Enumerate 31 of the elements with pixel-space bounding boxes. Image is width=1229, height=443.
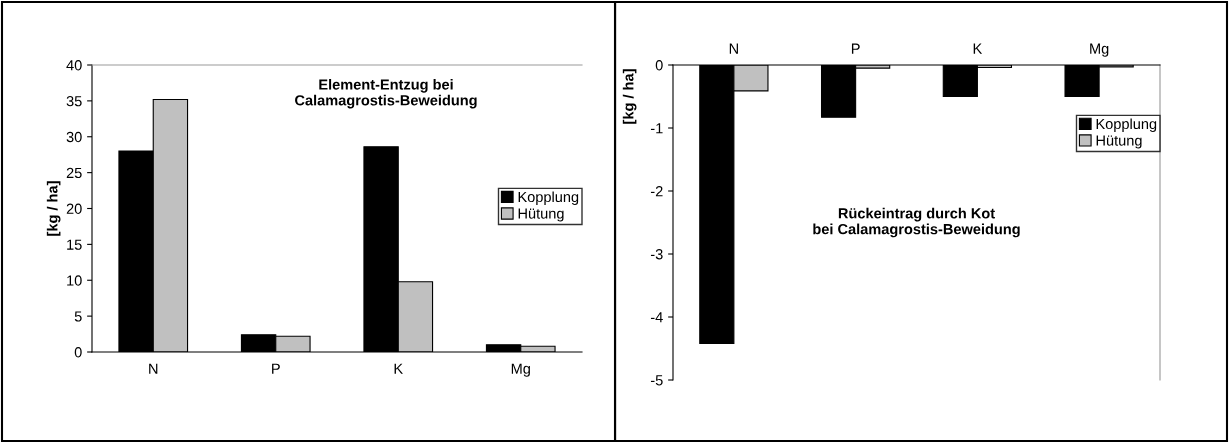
x-tick-label: Mg xyxy=(511,363,530,377)
x-tick-label: P xyxy=(272,363,280,374)
y-tick-label: 40 xyxy=(66,60,82,71)
x-tick-label: K xyxy=(973,43,983,54)
y-tick-label: -1 xyxy=(650,123,663,134)
y-tick-label: 0 xyxy=(655,60,663,71)
y-tick-label: 10 xyxy=(67,275,82,286)
y-axis-title: [kg / ha] xyxy=(46,181,61,236)
y-tick-label: 35 xyxy=(66,95,82,107)
y-tick-label: 5 xyxy=(74,311,82,322)
legend-label: Kopplung xyxy=(1096,118,1157,132)
y-tick-label: 15 xyxy=(67,239,82,250)
legend-label: Hütung xyxy=(1096,135,1142,149)
legend-label: Hütung xyxy=(518,208,564,222)
x-tick-label: N xyxy=(729,43,738,54)
text: Element-Entzug bei Calamagrostis-Beweidung xyxy=(295,78,477,109)
x-tick-label: P xyxy=(851,43,860,54)
legend-label: Kopplung xyxy=(518,191,579,205)
y-tick-label: -4 xyxy=(650,312,663,323)
y-tick-label: 30 xyxy=(66,131,82,143)
y-tick-label: 0 xyxy=(74,347,82,358)
y-tick-label: 25 xyxy=(66,167,82,179)
y-tick-label: -2 xyxy=(650,186,663,197)
y-tick-label: -5 xyxy=(650,375,663,386)
x-tick-label: N xyxy=(149,363,158,374)
y-tick-label: -3 xyxy=(650,249,663,260)
y-axis-title: [kg / ha] xyxy=(622,69,637,124)
text: Rückeintrag durch Kot bei Calamagrostis-Beweidung xyxy=(813,207,1020,238)
x-tick-label: K xyxy=(394,363,403,374)
y-tick-label: 20 xyxy=(66,203,82,214)
x-tick-label: Mg xyxy=(1090,43,1109,57)
